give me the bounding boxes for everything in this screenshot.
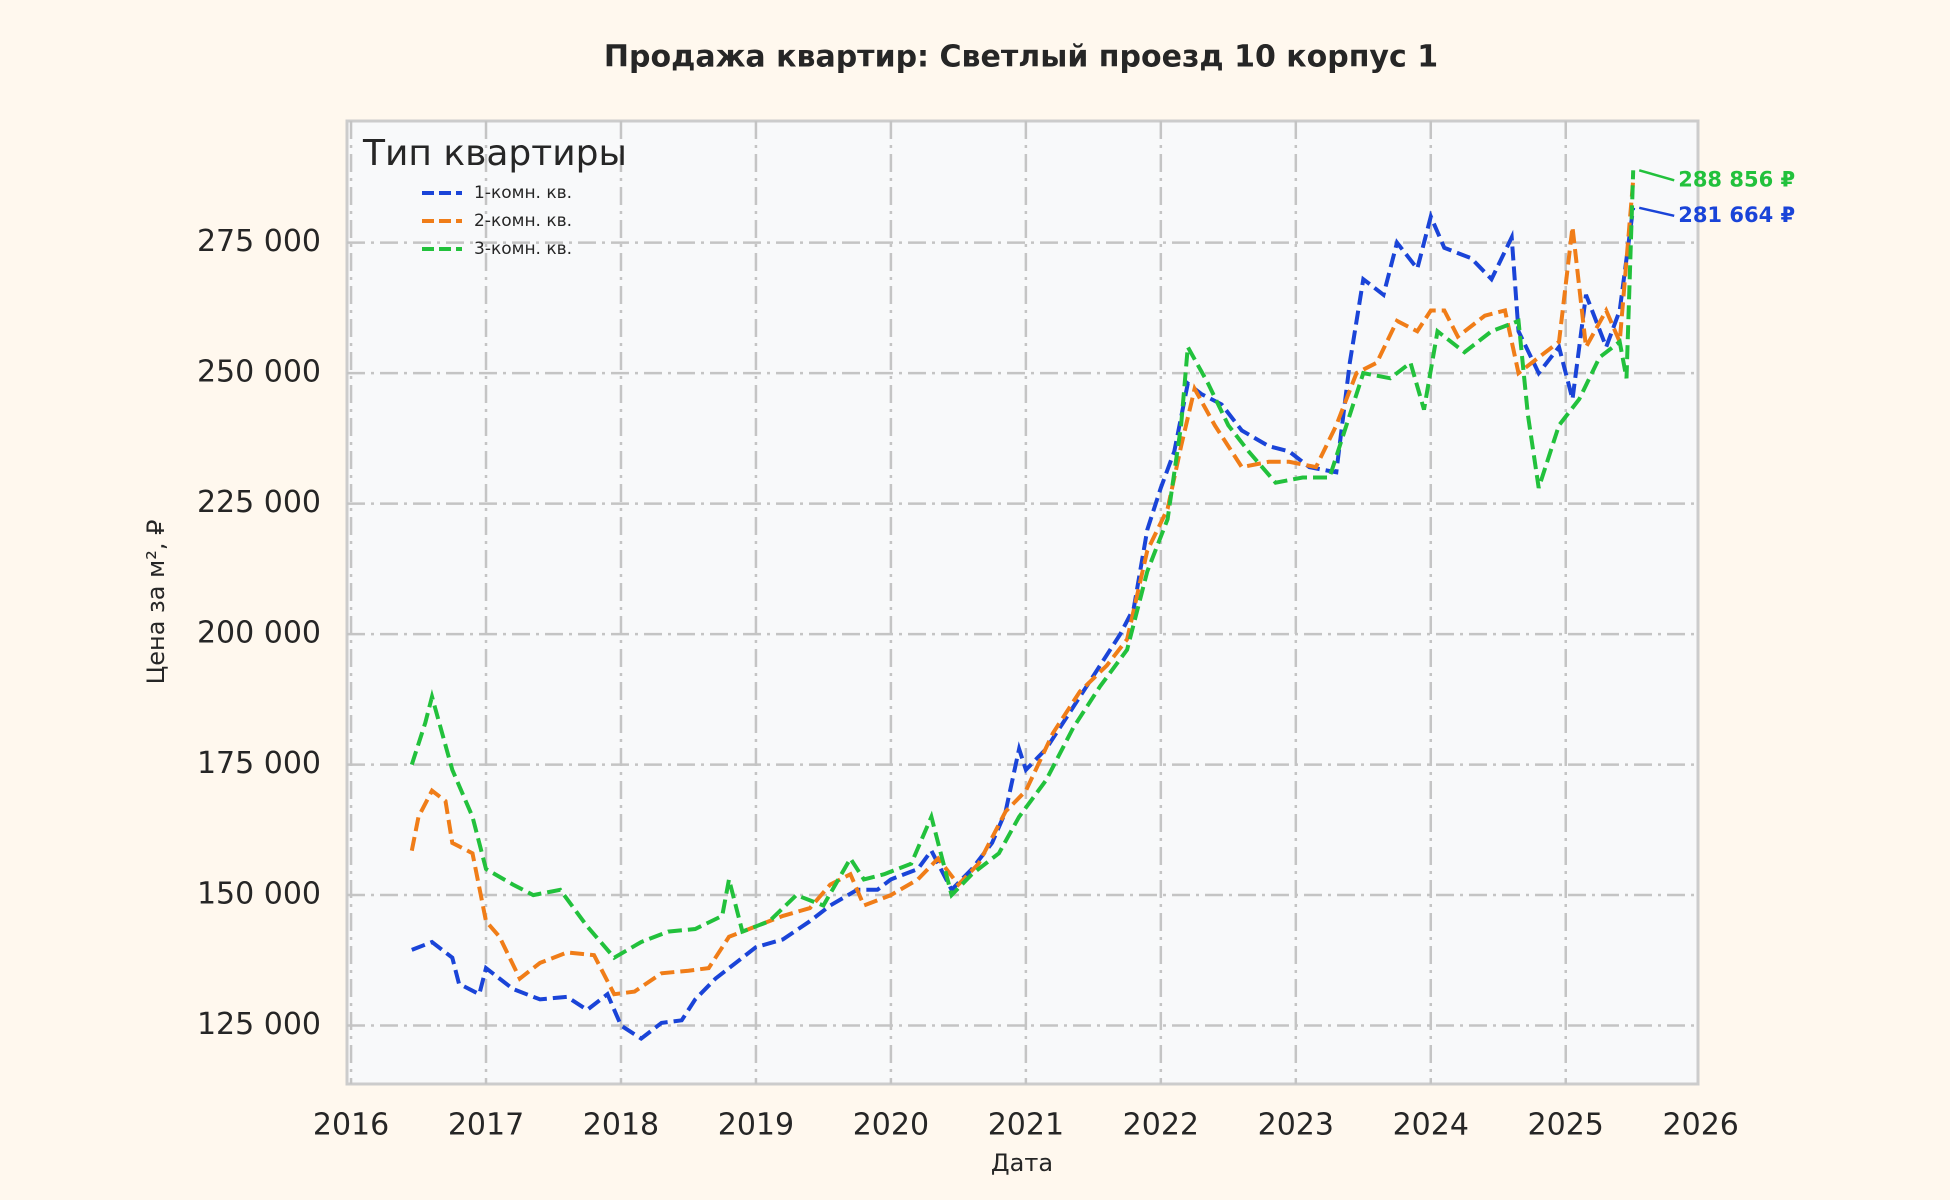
x-tick-label: 2023 bbox=[1258, 1108, 1334, 1143]
legend-title: Тип квартиры bbox=[362, 133, 627, 174]
x-tick-label: 2024 bbox=[1393, 1108, 1469, 1143]
x-tick-label: 2016 bbox=[313, 1108, 389, 1143]
y-tick-label: 275 000 bbox=[197, 224, 321, 259]
legend-label: 3-комн. кв. bbox=[474, 239, 572, 259]
legend-label: 1-комн. кв. bbox=[474, 183, 572, 203]
x-tick-label: 2018 bbox=[583, 1108, 659, 1143]
x-axis-label: Дата bbox=[991, 1149, 1053, 1177]
x-tick-label: 2017 bbox=[448, 1108, 524, 1143]
y-tick-label: 125 000 bbox=[197, 1007, 321, 1042]
data-line bbox=[411, 207, 1636, 1042]
y-tick-label: 250 000 bbox=[197, 355, 321, 390]
data-line bbox=[409, 179, 1636, 997]
chart-title: Продажа квартир: Светлый проезд 10 корпу… bbox=[604, 40, 1438, 75]
annotation: 288 856 ₽ bbox=[1678, 167, 1795, 191]
y-tick-label: 200 000 bbox=[197, 616, 321, 651]
x-tick-label: 2026 bbox=[1663, 1108, 1739, 1143]
plot-area bbox=[345, 119, 1700, 1086]
x-tick-label: 2025 bbox=[1528, 1108, 1604, 1143]
annotation-arrow bbox=[1638, 206, 1675, 218]
data-line bbox=[409, 170, 1636, 961]
x-tick-label: 2022 bbox=[1123, 1108, 1199, 1143]
y-tick-label: 175 000 bbox=[197, 746, 321, 781]
y-tick-label: 150 000 bbox=[197, 877, 321, 912]
y-axis-label: Цена за м², ₽ bbox=[142, 520, 170, 685]
legend-label: 2-комн. кв. bbox=[474, 211, 572, 231]
x-tick-label: 2020 bbox=[853, 1108, 929, 1143]
y-tick-label: 225 000 bbox=[197, 485, 321, 520]
annotation: 281 664 ₽ bbox=[1678, 203, 1795, 227]
x-tick-label: 2019 bbox=[718, 1108, 794, 1143]
annotation-arrow bbox=[1638, 169, 1675, 182]
x-tick-label: 2021 bbox=[988, 1108, 1064, 1143]
